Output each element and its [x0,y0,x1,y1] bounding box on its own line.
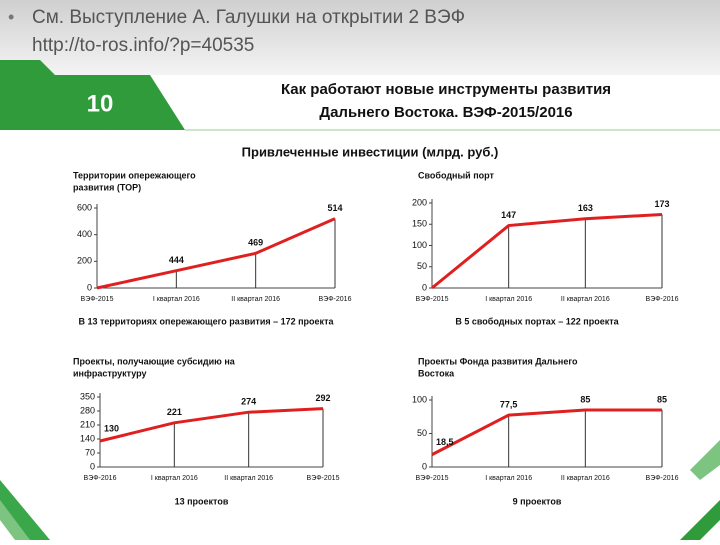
y-tick-label: 140 [80,433,95,443]
decoration [0,500,30,540]
data-line [96,217,336,290]
x-tick-label: I квартал 2016 [153,296,200,303]
y-tick-label: 400 [77,229,92,239]
slide-title: Дальнего Востока. ВЭФ-2015/2016 [319,104,572,121]
decoration [680,500,720,540]
value-label: 130 [104,423,119,433]
link-text: http://to-ros.info/?p=40535 [32,35,254,56]
value-label: 85 [657,394,667,404]
y-tick-label: 350 [80,391,95,401]
value-label: 147 [501,210,516,220]
decoration [690,440,720,480]
y-tick-label: 100 [412,394,427,404]
value-label: 77,5 [500,399,518,409]
y-tick-label: 50 [417,428,427,438]
y-tick-label: 0 [90,461,95,471]
slide-subtitle: Привлеченные инвестиции (млрд. руб.) [242,144,499,159]
x-tick-label: ВЭФ-2016 [319,296,352,303]
value-label: 221 [167,407,182,417]
y-tick-label: 0 [87,282,92,292]
chart-title: Территории опережающего [73,170,196,180]
value-label: 292 [315,393,330,403]
x-tick-label: ВЭФ-2016 [646,475,679,482]
header-band [0,0,720,75]
x-tick-label: I квартал 2016 [485,296,532,303]
x-tick-label: II квартал 2016 [561,475,610,482]
slide-title: Как работают новые инструменты развития [281,81,611,98]
y-tick-label: 200 [77,256,92,266]
x-tick-label: I квартал 2016 [151,475,198,482]
y-tick-label: 70 [85,447,95,457]
data-line [431,408,662,456]
chart-title: Востока [418,368,455,378]
x-tick-label: II квартал 2016 [224,475,273,482]
x-tick-label: ВЭФ-2015 [81,296,114,303]
y-tick-label: 150 [412,219,427,229]
x-tick-label: ВЭФ-2016 [84,475,117,482]
x-tick-label: ВЭФ-2015 [416,296,449,303]
y-tick-label: 280 [80,405,95,415]
annotation: 469 [248,238,263,248]
slide-body [0,75,720,540]
y-tick-label: 0 [422,461,427,471]
header-shape [40,75,185,130]
x-tick-label: ВЭФ-2016 [646,296,679,303]
bullet-text: См. Выступление А. Галушки на открытии 2… [32,7,465,28]
chart-note: 13 проектов [175,496,229,506]
chart-note: 9 проектов [513,496,562,506]
chart-note: В 13 территориях опережающего развития –… [79,316,335,326]
y-tick-label: 210 [80,419,95,429]
value-label: 85 [580,394,590,404]
chart-title: развития (ТОР) [73,182,141,192]
chart-note: В 5 свободных портах – 122 проекта [455,316,619,326]
annotation: 444 [169,255,184,265]
data-line [99,407,324,443]
chart-title: Свободный порт [418,170,495,180]
value-label: 274 [241,397,256,407]
x-tick-label: ВЭФ-2015 [307,475,340,482]
chart-title: инфраструктуру [73,368,147,378]
chart-title: Проекты, получающие субсидию на [73,356,236,366]
x-tick-label: ВЭФ-2015 [416,475,449,482]
x-tick-label: I квартал 2016 [485,475,532,482]
bullet-dot: • [8,7,14,27]
y-tick-label: 100 [412,240,427,250]
data-line [431,212,663,290]
y-tick-label: 600 [77,202,92,212]
y-tick-label: 50 [417,261,427,271]
value-label: 163 [578,203,593,213]
x-tick-label: II квартал 2016 [231,296,280,303]
x-tick-label: II квартал 2016 [561,296,610,303]
value-label: 173 [654,199,669,209]
slide-number: 10 [87,90,114,117]
number-badge [0,60,110,130]
y-tick-label: 0 [422,282,427,292]
y-tick-label: 200 [412,197,427,207]
value-label: 18,5 [436,437,454,447]
decoration [0,480,50,540]
annotation: 514 [327,203,342,213]
chart-title: Проекты Фонда развития Дальнего [418,356,578,366]
